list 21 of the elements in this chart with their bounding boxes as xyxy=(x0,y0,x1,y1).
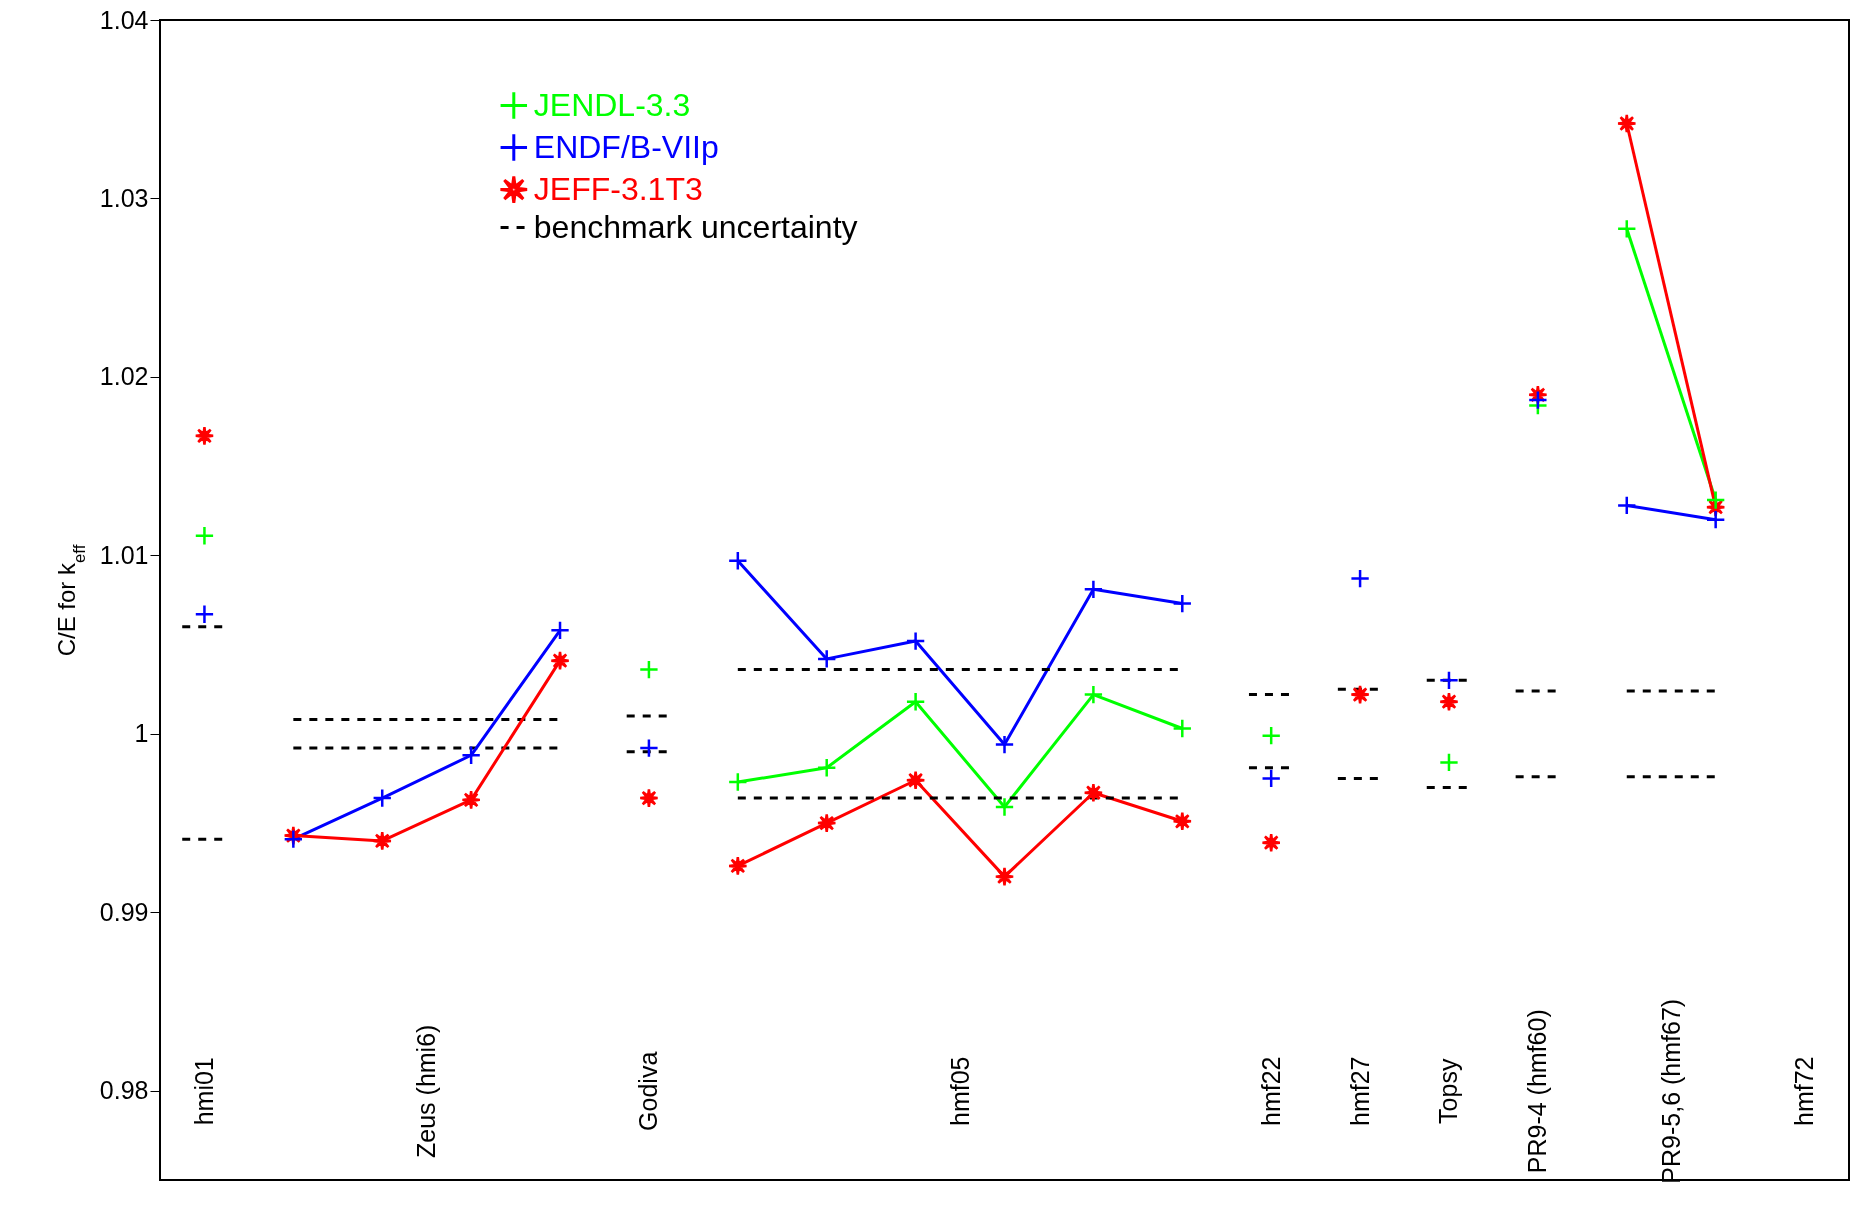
x-tick-label: hmi01 xyxy=(189,1057,218,1126)
legend-label: ENDF/B-VIIp xyxy=(533,128,719,165)
legend-label: JENDL-3.3 xyxy=(533,86,691,123)
x-tick-label: hmf27 xyxy=(1345,1056,1374,1127)
x-tick-label: hmf05 xyxy=(945,1056,974,1127)
x-tick-label: Godiva xyxy=(634,1051,663,1131)
y-tick-label: 0.98 xyxy=(99,1076,149,1105)
y-tick-label: 1.04 xyxy=(99,5,149,34)
y-tick-label: 1.01 xyxy=(99,540,149,569)
x-tick-label: hmf22 xyxy=(1256,1056,1285,1127)
y-tick-label: 0.99 xyxy=(99,897,149,926)
legend-label: benchmark uncertainty xyxy=(533,208,858,245)
x-tick-label: Topsy xyxy=(1434,1058,1463,1124)
x-tick-label: PR9-4 (hmf60) xyxy=(1523,1009,1552,1174)
y-tick-label: 1.02 xyxy=(99,362,149,391)
legend-label: JEFF-3.1T3 xyxy=(533,170,703,207)
y-tick-label: 1.03 xyxy=(99,183,149,212)
x-tick-label: hmf72 xyxy=(1790,1056,1819,1127)
y-tick-label: 1 xyxy=(134,719,149,748)
x-tick-label: PR9-5,6 (hmf67) xyxy=(1656,998,1685,1184)
x-tick-label: Zeus (hmi6) xyxy=(412,1024,441,1158)
